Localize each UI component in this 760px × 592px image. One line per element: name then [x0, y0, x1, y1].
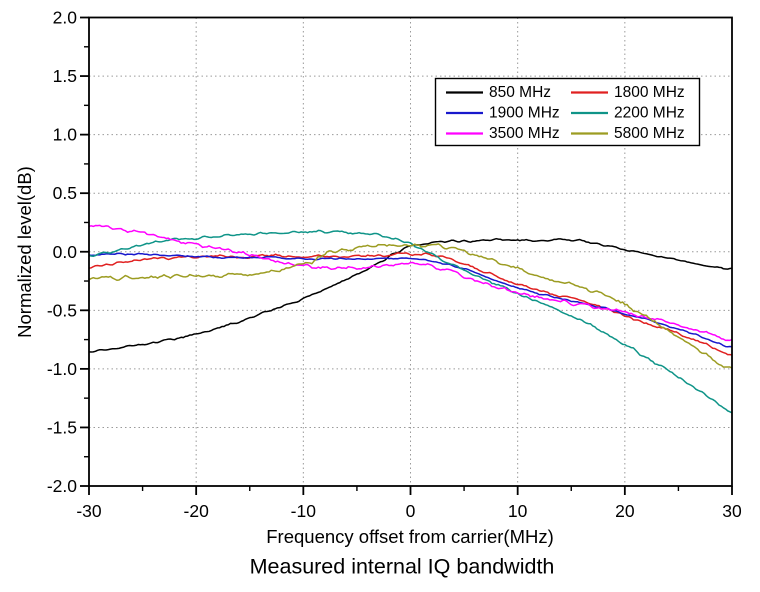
legend: 850 MHz 1800 MHz 1900 MHz 2200 MHz 3500 MHz 5… [434, 77, 701, 147]
chart-title: Measured internal IQ bandwidth [249, 554, 555, 579]
tick-label-x--20: -20 [184, 501, 210, 521]
legend-label-850-mhz: 850 MHz [489, 84, 551, 101]
curve-3500-mhz [89, 224, 732, 342]
x-axis-title: Frequency offset from carrier(MHz) [266, 526, 554, 547]
legend-label-1800-mhz: 1800 MHz [614, 84, 685, 101]
tick-label-x-20: 20 [615, 501, 635, 521]
tick-label-x--30: -30 [76, 501, 102, 521]
tick-label-y--1.5: -1.5 [47, 417, 77, 437]
curve-850-mhz [89, 237, 732, 353]
y-axis-title-text: Normalized level(dB) [14, 166, 35, 338]
tick-label-y-0.5: 0.5 [53, 183, 77, 203]
tick-label-y--2: -2.0 [47, 476, 77, 496]
curve-2200-mhz [89, 229, 732, 414]
tick-label-x--10: -10 [291, 501, 317, 521]
curves-group [89, 224, 732, 414]
tick-label-y-1: 1.0 [53, 125, 78, 145]
tick-label-y-2: 2.0 [53, 8, 78, 28]
legend-label-2200-mhz: 2200 MHz [614, 105, 685, 122]
curve-1900-mhz [89, 252, 732, 348]
tick-label-y-0: 0.0 [53, 242, 78, 262]
curve-1800-mhz [89, 252, 732, 356]
tick-label-x-10: 10 [508, 501, 528, 521]
legend-label-1900-mhz: 1900 MHz [489, 105, 560, 122]
curve-5800-mhz [89, 243, 732, 369]
legend-label-3500-mhz: 3500 MHz [489, 125, 560, 142]
tick-label-x-30: 30 [722, 501, 742, 521]
tick-label-y--1: -1.0 [47, 359, 77, 379]
legend-label-5800-mhz: 5800 MHz [614, 125, 685, 142]
tick-label-y-1.5: 1.5 [53, 66, 77, 86]
tick-label-x-0: 0 [406, 501, 416, 521]
tick-label-y--0.5: -0.5 [47, 300, 77, 320]
